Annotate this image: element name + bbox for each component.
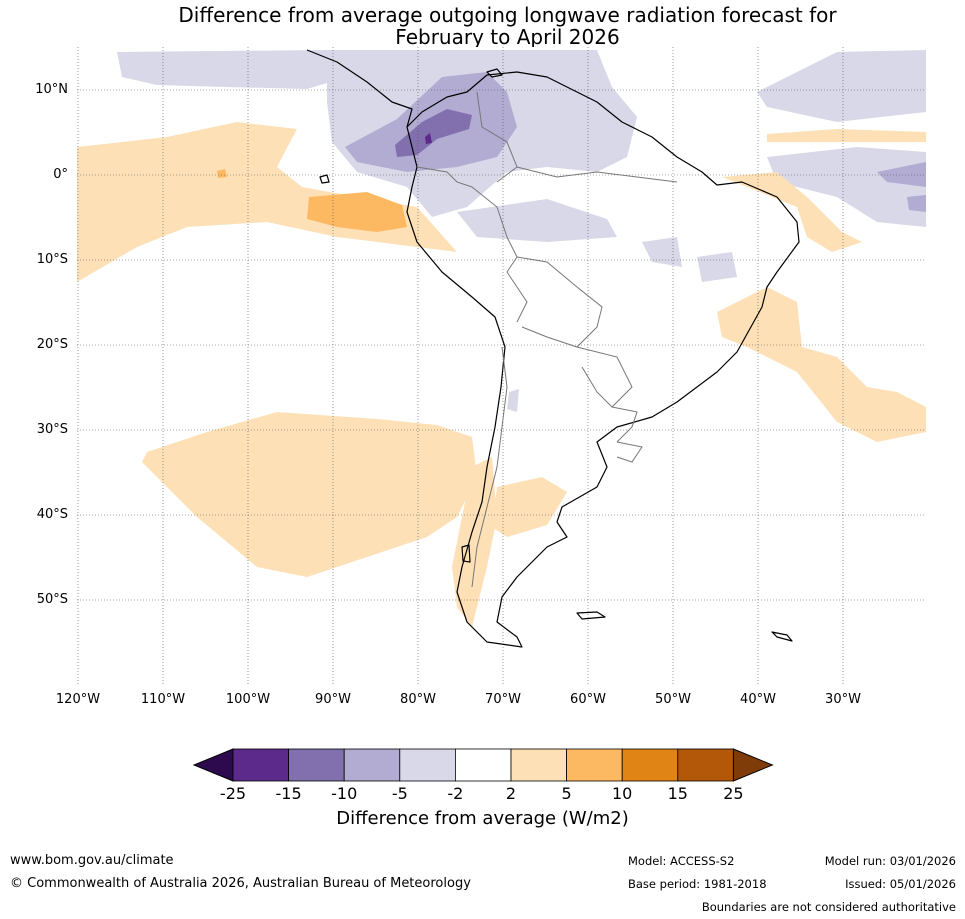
base-period-text: Base period: 1981-2018 — [628, 877, 767, 891]
lat-label-0: 0° — [53, 167, 68, 182]
negative-anomaly-areas — [117, 50, 926, 412]
anomaly-neg-peak — [425, 133, 432, 144]
lon-label-100w: 100°W — [225, 692, 271, 707]
title-line-1: Difference from average outgoing longwav… — [178, 3, 837, 27]
lat-label-10s: 10°S — [36, 252, 68, 267]
border-brazil-north — [516, 166, 678, 183]
colorbar-tick-label: 15 — [667, 784, 688, 803]
lat-label-50s: 50°S — [36, 592, 68, 607]
lon-label-40w: 40°W — [740, 692, 776, 707]
anomaly-neg-colombia-core — [395, 109, 472, 157]
colorbar-swatches — [192, 748, 774, 782]
colorbar-swatch — [677, 748, 734, 782]
colorbar — [192, 748, 775, 786]
map-canvas — [77, 47, 926, 684]
colorbar-swatch — [454, 748, 512, 782]
border-chile-argentina — [471, 346, 508, 588]
positive-anomaly-areas — [77, 122, 926, 627]
anomaly-pos-pacific-dot — [217, 169, 227, 178]
lon-label-120w: 120°W — [55, 692, 101, 707]
anomaly-neg-atlantic-equator — [767, 147, 926, 227]
anomaly-pos-se-brazil — [717, 287, 926, 442]
lon-label-90w: 90°W — [315, 692, 351, 707]
anomaly-pos-south-pacific — [142, 412, 477, 577]
coastline-falklands — [576, 611, 606, 620]
anomaly-neg-amazon — [457, 199, 617, 242]
lon-label-50w: 50°W — [655, 692, 691, 707]
border-colombia-venezuela — [476, 91, 518, 183]
colorbar-swatch — [232, 748, 289, 782]
border-paraguay — [576, 346, 633, 408]
disclaimer-text: Boundaries are not considered authoritat… — [701, 900, 956, 914]
website-link[interactable]: www.bom.gov.au/climate — [10, 853, 174, 868]
coastline-central-america — [306, 49, 413, 128]
lat-label-30s: 30°S — [36, 422, 68, 437]
colorbar-tick-label: 5 — [561, 784, 572, 803]
lon-label-70w: 70°W — [485, 692, 521, 707]
colorbar-swatch — [621, 748, 679, 782]
colorbar-swatch — [510, 748, 567, 782]
map-title: Difference from average outgoing longwav… — [0, 4, 965, 48]
border-argentina-brazil — [611, 406, 638, 443]
anomaly-neg-atlantic-core-1 — [877, 162, 926, 187]
anomaly-neg-argentina-small — [507, 389, 519, 412]
anomaly-pos-ne-brazil — [722, 172, 862, 252]
lat-label-10n: 10°N — [35, 82, 68, 97]
anomaly-pos-atlantic-band — [767, 129, 926, 142]
border-uruguay — [616, 441, 643, 463]
colorbar-extend-high — [732, 748, 774, 782]
colorbar-tick-label: 25 — [723, 784, 744, 803]
lon-label-30w: 30°W — [825, 692, 861, 707]
lon-label-80w: 80°W — [400, 692, 436, 707]
anomaly-map — [77, 47, 926, 684]
coastline-caribbean-island — [486, 68, 503, 78]
model-text: Model: ACCESS-S2 — [628, 854, 735, 868]
colorbar-tick-label: 2 — [505, 784, 517, 803]
anomaly-pos-pacific-core — [307, 192, 407, 232]
coastline-galapagos — [319, 174, 330, 184]
colorbar-swatch — [288, 748, 345, 782]
lat-label-40s: 40°S — [36, 507, 68, 522]
model-run-text: Model run: 03/01/2026 — [824, 854, 956, 868]
colorbar-tick-label: -10 — [331, 784, 358, 803]
anomaly-pos-east-pacific — [77, 122, 457, 282]
coastline-south-georgia — [771, 631, 793, 642]
colorbar-tick-label: -25 — [219, 784, 247, 803]
colorbar-tick-label: -2 — [447, 784, 464, 803]
colorbar-swatch — [399, 748, 456, 782]
anomaly-neg-atlantic-core-2 — [907, 195, 926, 212]
anomaly-pos-southern-cone-pacific — [452, 457, 497, 627]
colorbar-tick-label: -5 — [391, 784, 408, 803]
border-ecuador — [416, 166, 473, 188]
colorbar-label: Difference from average (W/m2) — [336, 808, 629, 829]
country-borders — [416, 91, 678, 588]
copyright-text: © Commonwealth of Australia 2026, Austra… — [10, 876, 471, 891]
lon-label-110w: 110°W — [140, 692, 186, 707]
coastline-chiloe — [461, 544, 471, 563]
lat-label-20s: 20°S — [36, 337, 68, 352]
anomaly-neg-brazil-patch-2 — [697, 252, 737, 282]
border-bolivia — [516, 256, 603, 348]
anomaly-neg-brazil-patch-1 — [642, 237, 682, 267]
lon-label-60w: 60°W — [570, 692, 606, 707]
colorbar-extend-low — [192, 748, 234, 782]
colorbar-swatch — [343, 748, 401, 782]
issued-text: Issued: 05/01/2026 — [845, 877, 956, 891]
colorbar-swatch — [566, 748, 623, 782]
title-line-2: February to April 2026 — [395, 25, 620, 49]
colorbar-tick-label: -15 — [275, 784, 302, 803]
colorbar-tick-label: 10 — [612, 784, 633, 803]
anomaly-neg-atlantic-north — [757, 50, 926, 122]
anomaly-pos-argentina — [492, 477, 567, 537]
anomaly-neg-north-pacific — [117, 50, 347, 89]
